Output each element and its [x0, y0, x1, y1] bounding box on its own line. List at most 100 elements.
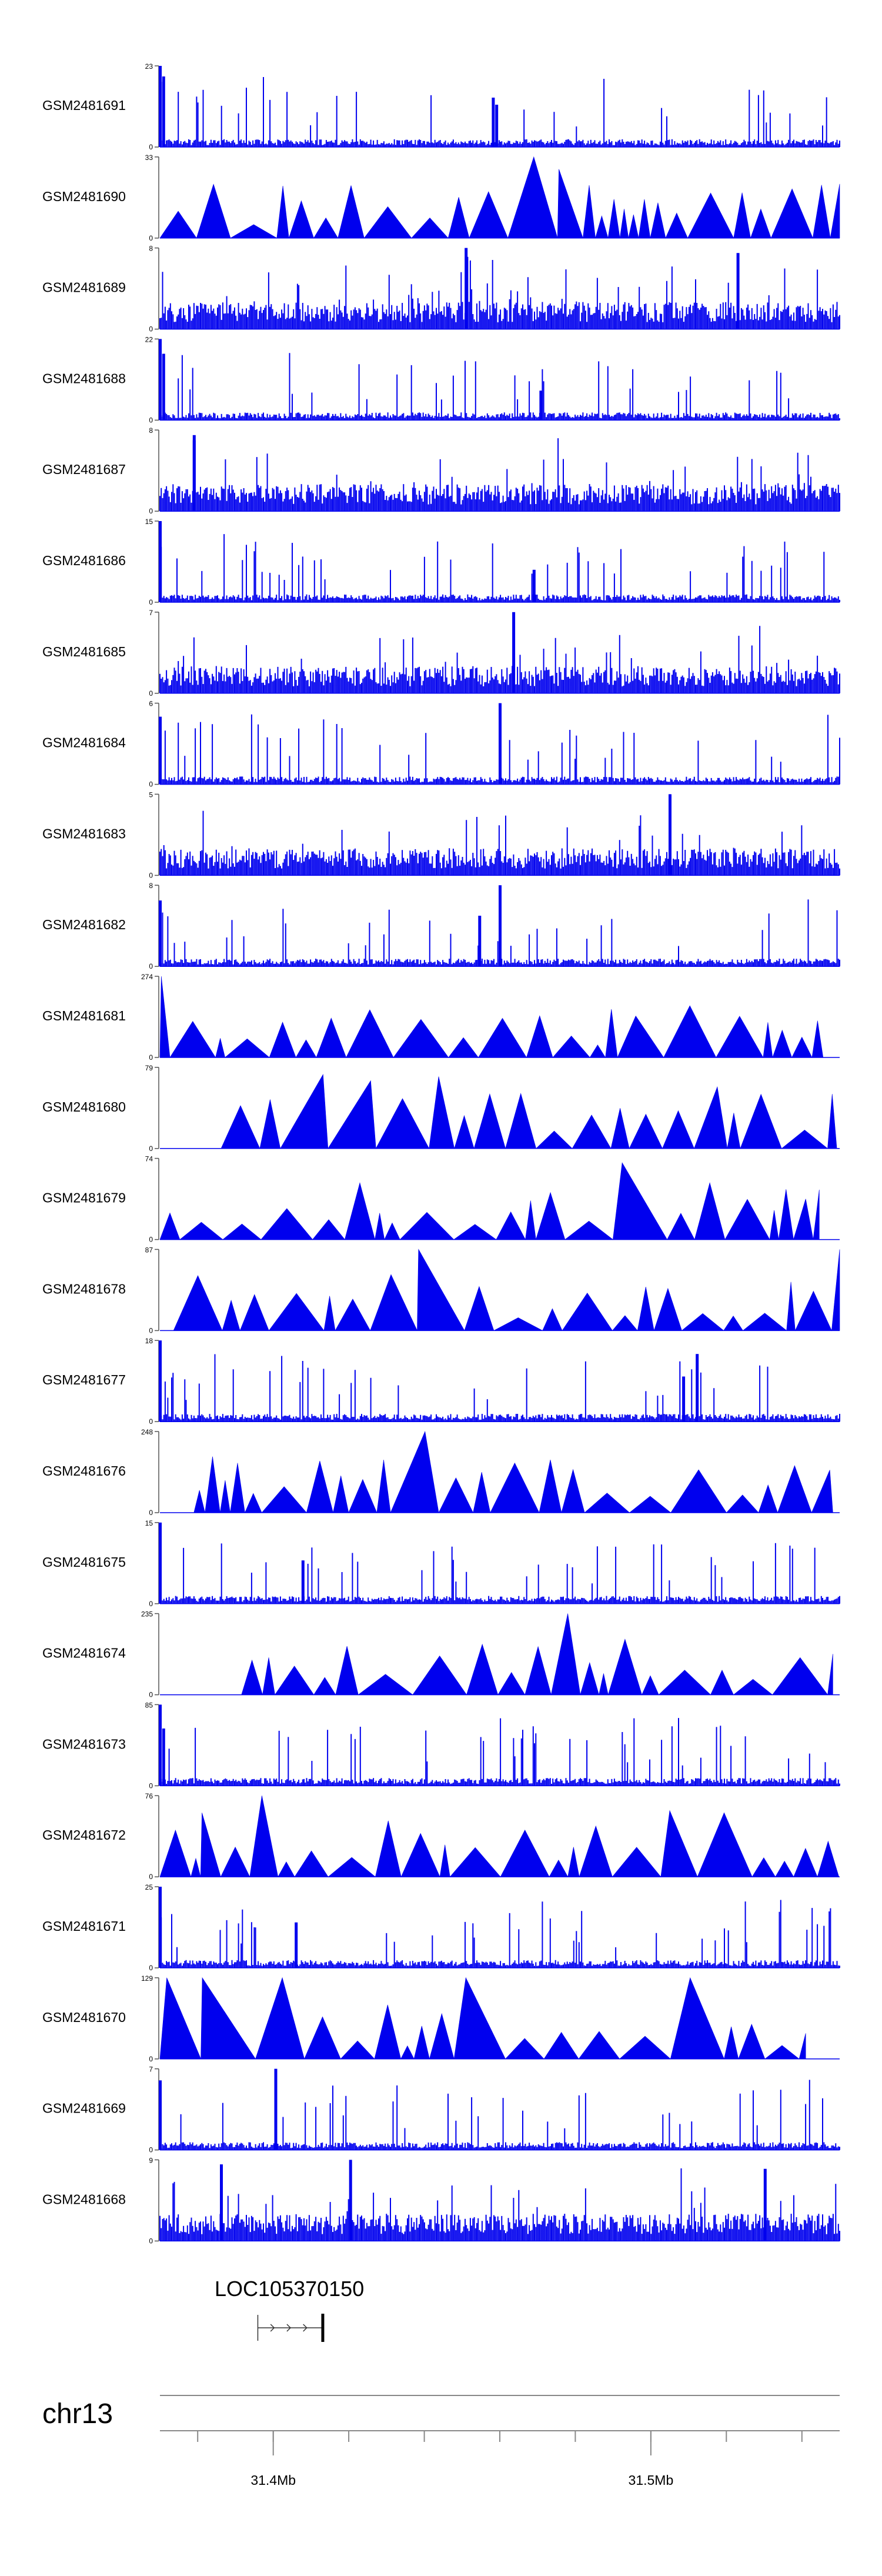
track-GSM2481669: GSM2481669 7 0 — [42, 2066, 840, 2154]
signal-area — [193, 1430, 833, 1514]
track-label: GSM2481680 — [42, 1099, 126, 1115]
y-tick-label-zero: 0 — [149, 1053, 153, 1062]
y-tick-label-zero: 0 — [149, 962, 153, 970]
y-tick-label-zero: 0 — [149, 1873, 153, 1881]
signal-bars — [159, 256, 840, 329]
track-GSM2481689: GSM2481689 8 0 — [42, 245, 840, 333]
track-label: GSM2481668 — [42, 2191, 126, 2207]
signal-peak — [192, 435, 196, 512]
track-label: GSM2481670 — [42, 2010, 126, 2025]
track-GSM2481682: GSM2481682 8 0 — [42, 882, 840, 970]
y-tick-label-max: 23 — [145, 62, 153, 71]
signal-bars — [159, 77, 840, 147]
signal-peak — [682, 1376, 686, 1422]
track-label: GSM2481675 — [42, 1554, 126, 1570]
track-GSM2481677: GSM2481677 18 0 — [42, 1337, 840, 1426]
track-label: GSM2481690 — [42, 189, 126, 204]
signal-peak — [162, 76, 165, 147]
track-GSM2481680: GSM2481680 79 0 — [42, 1064, 840, 1153]
signal-area — [173, 1249, 840, 1332]
y-tick-label-max: 33 — [145, 154, 153, 162]
signal-area — [159, 1162, 820, 1240]
x-tick-label: 31.5Mb — [629, 2472, 674, 2488]
y-tick-label-zero: 0 — [149, 1326, 153, 1334]
track-GSM2481681: GSM2481681 274 0 — [42, 973, 840, 1062]
y-tick-label-zero: 0 — [149, 416, 153, 424]
x-tick-label: 31.4Mb — [250, 2472, 296, 2488]
y-tick-label-zero: 0 — [149, 143, 153, 151]
track-GSM2481678: GSM2481678 87 0 — [42, 1246, 840, 1334]
track-label: GSM2481688 — [42, 371, 126, 386]
y-tick-label-max: 79 — [145, 1064, 153, 1072]
signal-peak — [669, 794, 671, 876]
y-tick-label-zero: 0 — [149, 2237, 153, 2245]
signal-peak — [532, 569, 536, 602]
signal-peak — [220, 2164, 223, 2241]
strand-arrow-icon — [303, 2324, 308, 2332]
y-tick-label-max: 8 — [149, 882, 153, 890]
signal-peak — [696, 1354, 699, 1422]
gene-exon — [321, 2314, 325, 2342]
gene-label: LOC105370150 — [215, 2277, 364, 2301]
signal-peak — [478, 916, 482, 967]
signal-area — [220, 1073, 837, 1149]
signal-peak — [159, 521, 162, 602]
y-tick-label-max: 76 — [145, 1792, 153, 1800]
track-GSM2481686: GSM2481686 15 0 — [42, 518, 840, 606]
track-label: GSM2481683 — [42, 826, 126, 841]
signal-area — [159, 1977, 806, 2060]
y-tick-label-max: 235 — [141, 1610, 153, 1619]
y-tick-label-zero: 0 — [149, 871, 153, 879]
signal-peak — [159, 900, 162, 967]
track-GSM2481670: GSM2481670 129 0 — [42, 1974, 840, 2063]
signal-peak — [495, 105, 499, 147]
track-GSM2481674: GSM2481674 235 0 — [42, 1610, 840, 1699]
signal-peak — [159, 1340, 162, 1422]
y-tick-label-max: 22 — [145, 335, 153, 343]
y-tick-label-zero: 0 — [149, 1781, 153, 1790]
track-GSM2481675: GSM2481675 15 0 — [42, 1519, 840, 1608]
signal-peak — [301, 1560, 305, 1604]
y-tick-label-max: 6 — [149, 700, 153, 708]
chromosome-label: chr13 — [42, 2398, 113, 2430]
signal-bars — [159, 626, 840, 693]
track-label: GSM2481685 — [42, 644, 126, 659]
signal-peak — [736, 253, 740, 329]
y-tick-label-max: 74 — [145, 1155, 153, 1163]
signal-area — [159, 1796, 840, 1878]
track-GSM2481676: GSM2481676 248 0 — [42, 1428, 840, 1517]
track-label: GSM2481674 — [42, 1646, 126, 1661]
track-GSM2481673: GSM2481673 85 0 — [42, 1701, 840, 1790]
track-label: GSM2481673 — [42, 1736, 126, 1751]
y-tick-label-max: 15 — [145, 518, 153, 526]
signal-peak — [274, 2068, 278, 2150]
signal-bars — [159, 438, 840, 512]
y-tick-label-zero: 0 — [149, 1144, 153, 1153]
signal-peak — [162, 1729, 165, 1786]
y-tick-label-zero: 0 — [149, 2146, 153, 2154]
y-tick-label-max: 15 — [145, 1519, 153, 1527]
y-tick-label-max: 8 — [149, 245, 153, 253]
signal-peak — [162, 353, 165, 421]
track-label: GSM2481677 — [42, 1372, 126, 1387]
y-tick-label-max: 9 — [149, 2156, 153, 2164]
y-tick-label-max: 5 — [149, 790, 153, 799]
signal-peak — [295, 1922, 298, 1968]
signal-peak — [763, 2168, 767, 2241]
track-GSM2481688: GSM2481688 22 0 — [42, 335, 840, 424]
track-GSM2481668: GSM2481668 9 0 — [42, 2156, 840, 2245]
y-tick-label-zero: 0 — [149, 234, 153, 242]
track-GSM2481683: GSM2481683 5 0 — [42, 790, 840, 879]
y-tick-label-max: 7 — [149, 2066, 153, 2074]
signal-bars — [159, 1718, 840, 1786]
y-tick-label-max: 85 — [145, 1701, 153, 1709]
signal-peak — [499, 885, 502, 967]
gene-annotation-panel: LOC105370150 — [215, 2277, 364, 2342]
y-tick-label-zero: 0 — [149, 2055, 153, 2063]
y-tick-label-zero: 0 — [149, 780, 153, 789]
signal-bars — [159, 1543, 840, 1604]
track-label: GSM2481682 — [42, 917, 126, 932]
signal-peak — [465, 248, 468, 329]
track-label: GSM2481671 — [42, 1918, 126, 1934]
track-label: GSM2481676 — [42, 1463, 126, 1479]
